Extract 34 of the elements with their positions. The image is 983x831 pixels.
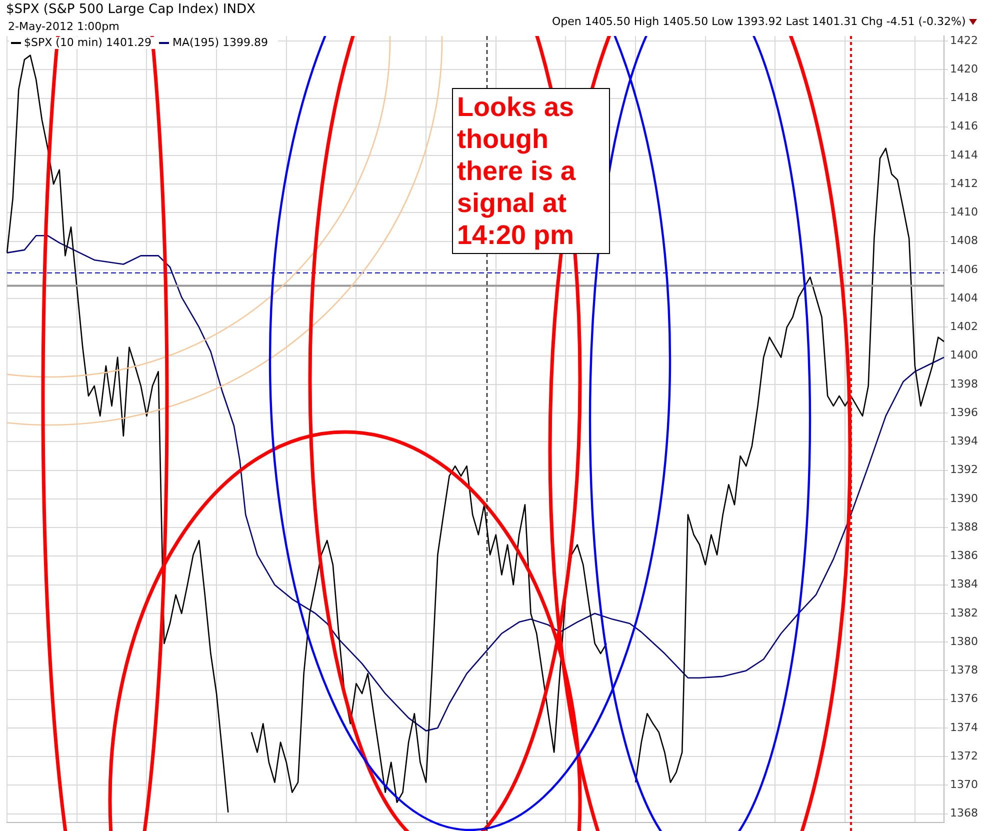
- y-tick-label: 1370: [950, 778, 978, 792]
- y-tick-label: 1422: [950, 34, 978, 47]
- y-tick-label: 1416: [950, 120, 978, 133]
- y-tick-label: 1402: [950, 320, 978, 334]
- y-tick-label: 1378: [950, 664, 978, 677]
- y-tick-label: 1420: [950, 62, 978, 76]
- y-tick-label: 1414: [950, 148, 978, 162]
- y-tick-label: 1406: [950, 262, 978, 276]
- y-tick-label: 1394: [950, 434, 978, 448]
- y-tick-label: 1382: [950, 606, 978, 620]
- y-tick-label: 1392: [950, 463, 978, 476]
- text: Open 1405.50 High 1405.50 Low 1393.92 Last 1401.31 Chg -4.51 (-0.32%): [552, 15, 967, 28]
- y-tick-label: 1398: [950, 377, 978, 390]
- y-tick-label: 1400: [950, 348, 978, 362]
- y-tick-label: 1380: [950, 634, 978, 648]
- y-tick-label: 1410: [950, 206, 978, 219]
- y-tick-label: 1412: [950, 176, 978, 190]
- y-tick-label: 1384: [950, 578, 978, 591]
- y-tick-label: 1388: [950, 520, 978, 534]
- y-tick-label: 1376: [950, 692, 978, 706]
- y-tick-label: 1368: [950, 806, 978, 820]
- y-tick-label: 1408: [950, 234, 978, 248]
- legend-label: $SPX (10 min) 1401.29: [23, 36, 152, 49]
- chart-title: $SPX (S&P 500 Large Cap Index) INDX: [6, 2, 256, 17]
- annotation: Looks as though there is a signal at 14:20 pm: [452, 88, 610, 254]
- y-tick-label: 1404: [950, 291, 978, 304]
- y-tick-label: 1386: [950, 549, 978, 562]
- y-tick-label: 1418: [950, 91, 978, 104]
- y-tick-label: 1372: [950, 749, 978, 762]
- legend-label: MA(195) 1399.89: [171, 36, 268, 49]
- y-tick-label: 1390: [950, 492, 978, 505]
- y-tick-label: 1396: [950, 406, 978, 419]
- y-tick-label: 1374: [950, 720, 978, 734]
- chart-subtitle: 2-May-2012 1:00pm: [8, 20, 120, 33]
